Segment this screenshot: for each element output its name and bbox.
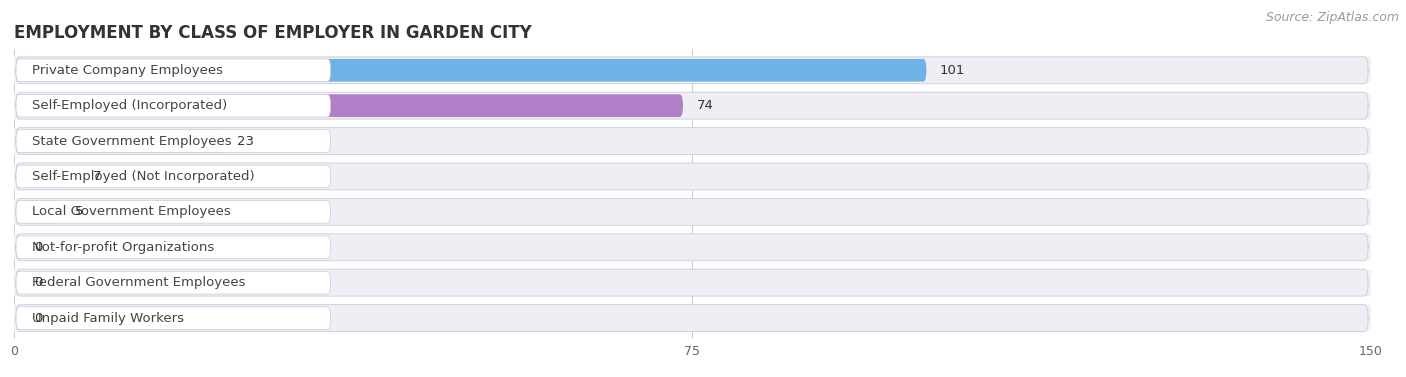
Text: 7: 7 <box>93 170 101 183</box>
FancyBboxPatch shape <box>15 236 20 259</box>
FancyBboxPatch shape <box>15 130 330 152</box>
Text: 101: 101 <box>941 64 966 77</box>
FancyBboxPatch shape <box>15 269 1368 296</box>
Text: State Government Employees: State Government Employees <box>32 135 232 147</box>
Bar <box>14 305 1371 331</box>
Text: Self-Employed (Not Incorporated): Self-Employed (Not Incorporated) <box>32 170 254 183</box>
Bar <box>14 163 1371 190</box>
Text: 0: 0 <box>34 311 42 325</box>
FancyBboxPatch shape <box>15 236 330 259</box>
FancyBboxPatch shape <box>15 234 1368 261</box>
Text: Local Government Employees: Local Government Employees <box>32 205 231 218</box>
Text: Unpaid Family Workers: Unpaid Family Workers <box>32 311 184 325</box>
Text: Source: ZipAtlas.com: Source: ZipAtlas.com <box>1265 11 1399 24</box>
Text: 23: 23 <box>236 135 254 147</box>
Text: EMPLOYMENT BY CLASS OF EMPLOYER IN GARDEN CITY: EMPLOYMENT BY CLASS OF EMPLOYER IN GARDE… <box>14 24 531 42</box>
FancyBboxPatch shape <box>15 307 20 329</box>
Bar <box>14 234 1371 261</box>
Text: Federal Government Employees: Federal Government Employees <box>32 276 246 289</box>
FancyBboxPatch shape <box>15 127 1368 155</box>
FancyBboxPatch shape <box>15 305 1368 331</box>
FancyBboxPatch shape <box>15 165 330 188</box>
FancyBboxPatch shape <box>15 165 79 188</box>
Bar <box>14 57 1371 83</box>
FancyBboxPatch shape <box>15 163 1368 190</box>
FancyBboxPatch shape <box>15 59 927 81</box>
Text: 0: 0 <box>34 276 42 289</box>
Bar <box>14 270 1371 296</box>
FancyBboxPatch shape <box>15 201 330 223</box>
Bar <box>14 128 1371 154</box>
FancyBboxPatch shape <box>15 92 1368 119</box>
Text: Not-for-profit Organizations: Not-for-profit Organizations <box>32 241 214 254</box>
Text: 5: 5 <box>75 205 83 218</box>
Text: Private Company Employees: Private Company Employees <box>32 64 224 77</box>
FancyBboxPatch shape <box>15 201 60 223</box>
FancyBboxPatch shape <box>15 94 683 117</box>
FancyBboxPatch shape <box>15 307 330 329</box>
FancyBboxPatch shape <box>15 57 1368 84</box>
FancyBboxPatch shape <box>15 59 330 81</box>
Text: 0: 0 <box>34 241 42 254</box>
FancyBboxPatch shape <box>15 271 330 294</box>
Text: Self-Employed (Incorporated): Self-Employed (Incorporated) <box>32 99 228 112</box>
FancyBboxPatch shape <box>15 271 20 294</box>
Bar <box>14 199 1371 225</box>
Text: 74: 74 <box>696 99 713 112</box>
FancyBboxPatch shape <box>15 130 224 152</box>
Bar <box>14 93 1371 119</box>
FancyBboxPatch shape <box>15 198 1368 225</box>
FancyBboxPatch shape <box>15 94 330 117</box>
